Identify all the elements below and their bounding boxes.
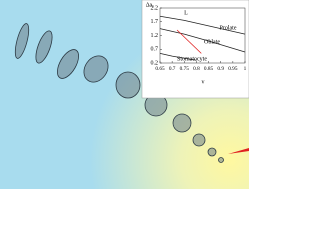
annotation: Oblate bbox=[204, 39, 220, 45]
annotation: L bbox=[184, 10, 188, 16]
vesicle bbox=[35, 30, 53, 64]
figure: Δa₀ v 0.20.71.21.72.20.65 0.7 0.75 0.8 0.85 0… bbox=[0, 0, 250, 189]
vesicle bbox=[172, 113, 192, 133]
vesicle bbox=[14, 23, 30, 59]
x-tick-label: 0.7 bbox=[169, 66, 176, 72]
y-tick-label: 2.2 bbox=[151, 5, 159, 11]
x-axis-label: v bbox=[202, 79, 205, 85]
boundary-line bbox=[159, 28, 246, 53]
y-tick-label: 0.7 bbox=[151, 47, 159, 53]
annotation: Prolate bbox=[220, 25, 237, 31]
y-tick-label: 1.2 bbox=[151, 33, 159, 39]
y-axis-label: Δa₀ bbox=[146, 2, 155, 8]
vesicle bbox=[192, 133, 206, 147]
boundary-line bbox=[159, 52, 197, 61]
y-tick-label: 1.7 bbox=[151, 19, 159, 25]
vesicle bbox=[207, 147, 217, 157]
x-tick-label: 1 bbox=[244, 66, 247, 72]
inset bbox=[141, 0, 250, 99]
boundary-line bbox=[176, 29, 202, 54]
vesicle bbox=[83, 55, 109, 83]
x-tick-label: 0.65 bbox=[155, 66, 165, 72]
vesicle bbox=[218, 157, 224, 163]
needle bbox=[228, 148, 249, 154]
annotation: Stomatocyte bbox=[177, 56, 207, 62]
x-tick-label: 0.95 bbox=[228, 66, 238, 72]
x-tick-label: 0.85 bbox=[204, 66, 214, 72]
x-tick-label: 0.75 bbox=[180, 66, 190, 72]
y-tick-label: 0.2 bbox=[151, 60, 159, 66]
boundary-line bbox=[159, 15, 246, 35]
vesicle bbox=[57, 49, 79, 79]
vesicles bbox=[14, 23, 224, 163]
x-tick-label: 0.9 bbox=[217, 66, 224, 72]
vesicle bbox=[115, 71, 141, 99]
x-tick-label: 0.8 bbox=[193, 66, 200, 72]
